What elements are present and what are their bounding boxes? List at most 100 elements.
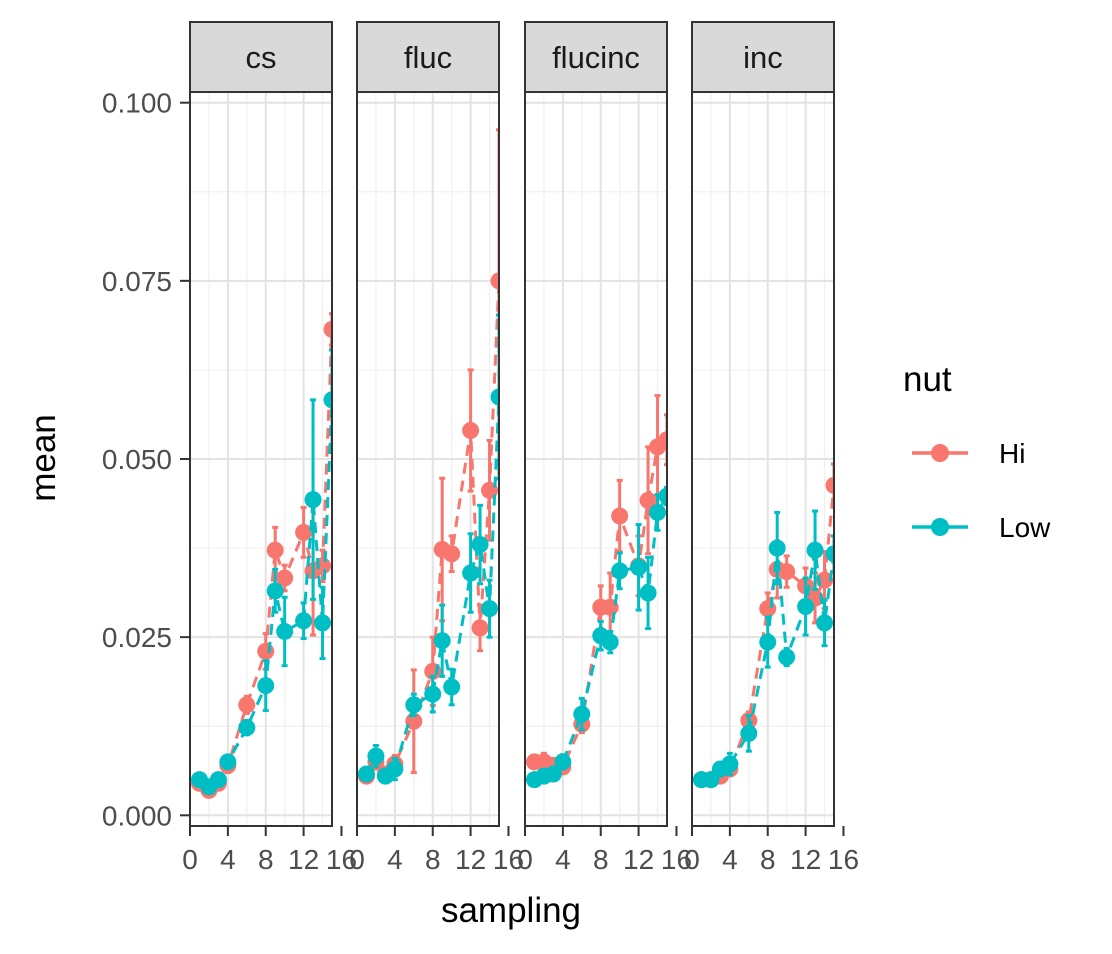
data-point-low — [443, 678, 461, 696]
data-point-low — [649, 503, 667, 521]
y-tick-label: 0.075 — [102, 266, 172, 297]
data-point-hi — [639, 491, 657, 509]
data-point-low — [424, 685, 442, 703]
x-tick-label: 8 — [593, 844, 609, 875]
facet-strip-label: flucinc — [552, 40, 640, 75]
data-point-low — [759, 633, 777, 651]
data-point-hi — [462, 421, 480, 439]
x-tick-label: 0 — [684, 844, 700, 875]
y-axis: 0.000 0.025 0.050 0.075 0.100 — [102, 88, 190, 831]
x-tick-label: 16 — [326, 844, 357, 875]
x-tick-label: 16 — [661, 844, 692, 875]
data-point-low — [471, 536, 489, 554]
data-point-low — [314, 614, 332, 632]
legend-title: nut — [903, 360, 952, 399]
facet-data — [357, 128, 499, 785]
data-point-low — [238, 719, 256, 737]
data-point-low — [357, 765, 375, 783]
data-point-hi — [490, 272, 499, 290]
data-point-low — [816, 614, 834, 632]
data-point-low — [323, 391, 332, 409]
facet-strip — [691, 21, 835, 93]
data-point-low — [825, 545, 834, 563]
y-tick-label: 0.000 — [102, 800, 172, 831]
data-point-hi — [257, 642, 275, 660]
data-point-low — [266, 582, 284, 600]
legend-label-hi: Hi — [999, 438, 1025, 469]
y-tick-label: 0.050 — [102, 444, 172, 475]
data-point-low — [304, 491, 322, 509]
facet-strip — [524, 21, 668, 93]
data-point-low — [405, 696, 423, 714]
facet-data — [525, 394, 667, 789]
legend-label-low: Low — [999, 512, 1051, 543]
facet-data — [692, 462, 834, 789]
x-axis-title: sampling — [441, 891, 581, 930]
legend-key-point-hi — [931, 444, 949, 462]
legend-key-point-low — [931, 518, 949, 536]
data-point-hi — [778, 563, 796, 581]
facet-data — [190, 312, 332, 799]
data-point-low — [554, 753, 572, 771]
data-point-low — [630, 558, 648, 576]
data-point-hi — [276, 569, 294, 587]
facet-panel-fluc: fluc 0 4 8 12 16 — [349, 21, 524, 875]
data-point-low — [544, 765, 562, 783]
facet-strip — [189, 21, 333, 93]
x-tick-label: 4 — [722, 844, 738, 875]
data-point-low — [639, 584, 657, 602]
data-point-hi — [295, 523, 313, 541]
x-tick-label: 8 — [760, 844, 776, 875]
x-tick-label: 16 — [828, 844, 859, 875]
data-point-hi — [238, 696, 256, 714]
data-point-hi — [658, 431, 667, 449]
x-tick-label: 12 — [790, 844, 821, 875]
data-point-low — [433, 632, 451, 650]
data-point-low — [778, 648, 796, 666]
x-tick-label: 0 — [349, 844, 365, 875]
data-point-low — [658, 487, 667, 505]
data-point-low — [257, 677, 275, 695]
data-point-low — [721, 755, 739, 773]
data-point-low — [768, 539, 786, 557]
x-tick-label: 12 — [455, 844, 486, 875]
data-point-low — [295, 612, 313, 630]
data-point-low — [797, 598, 815, 616]
data-point-hi — [759, 600, 777, 618]
x-tick-label: 8 — [258, 844, 274, 875]
x-tick-label: 12 — [288, 844, 319, 875]
x-tick-label: 8 — [425, 844, 441, 875]
data-point-hi — [825, 476, 834, 494]
facet-panel-flucinc: flucinc 0 4 8 12 16 — [517, 21, 692, 875]
x-tick-label: 4 — [387, 844, 403, 875]
data-point-low — [611, 562, 629, 580]
data-point-low — [806, 541, 824, 559]
x-tick-label: 4 — [220, 844, 236, 875]
data-point-low — [219, 753, 237, 771]
data-point-low — [481, 600, 499, 618]
x-tick-label: 4 — [555, 844, 571, 875]
data-point-hi — [443, 545, 461, 563]
facet-strip-label: cs — [246, 40, 277, 75]
x-tick-label: 0 — [182, 844, 198, 875]
legend: nut Hi Low — [903, 360, 1051, 543]
data-point-low — [276, 622, 294, 640]
facet-strip-label: inc — [743, 40, 783, 75]
data-point-low — [490, 388, 499, 406]
data-point-hi — [323, 320, 332, 338]
x-tick-label: 0 — [517, 844, 533, 875]
facet-panel-cs: cs 0 4 8 12 16 — [182, 21, 357, 875]
data-point-low — [386, 760, 404, 778]
data-point-low — [367, 747, 385, 765]
facet-strip-label: fluc — [404, 40, 452, 75]
data-point-low — [740, 724, 758, 742]
data-point-low — [209, 771, 227, 789]
data-point-low — [462, 564, 480, 582]
data-point-low — [601, 633, 619, 651]
y-tick-label: 0.025 — [102, 622, 172, 653]
y-axis-title: mean — [24, 414, 63, 502]
facet-strip — [356, 21, 500, 93]
x-tick-label: 12 — [623, 844, 654, 875]
data-point-hi — [266, 541, 284, 559]
